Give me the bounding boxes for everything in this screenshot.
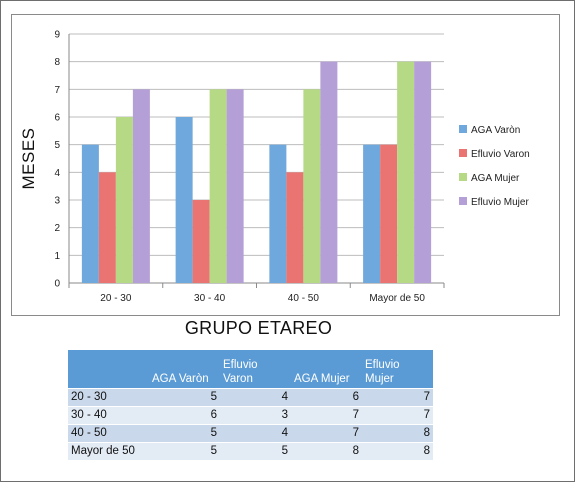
y-tick-label: 3 [54, 196, 60, 207]
legend-swatch [459, 173, 467, 181]
y-tick-label: 6 [54, 113, 60, 124]
table-cell: 40 - 50 [68, 424, 149, 443]
legend-label: AGA Mujer [471, 173, 520, 184]
bar [380, 144, 398, 283]
table-cell: 30 - 40 [68, 406, 149, 425]
table-header-cell: Efluvio Mujer [362, 350, 433, 389]
y-tick-label: 1 [54, 251, 60, 262]
x-tick-label: 30 - 40 [194, 293, 226, 304]
legend-label: Efluvio Varon [471, 149, 530, 160]
legend-label: Efluvio Mujer [471, 197, 529, 208]
table-cell: 5 [149, 388, 220, 407]
x-tick-label: 40 - 50 [288, 293, 320, 304]
table-header-cell: AGA Varòn [149, 350, 220, 389]
table-cell: 20 - 30 [68, 388, 149, 407]
bar [303, 89, 321, 283]
table-cell: 8 [362, 442, 433, 460]
data-table: AGA Varòn Efluvio Varon AGA Mujer Efluvi… [68, 350, 433, 460]
legend-swatch [459, 149, 467, 157]
table-cell: 7 [362, 388, 433, 407]
bar [397, 61, 415, 283]
table-cell: 5 [149, 442, 220, 460]
legend-swatch [459, 125, 467, 133]
y-tick-label: 9 [54, 30, 60, 41]
bar [363, 144, 381, 283]
table-header-cell: Efluvio Varon [220, 350, 291, 389]
table-cell: 6 [291, 388, 362, 407]
bar-chart: 0 1 2 3 4 5 6 7 8 9 20 - 30 30 - 40 40 - 50 Mayor de … [19, 30, 530, 305]
table-header-cell: AGA Mujer [291, 350, 362, 389]
legend-label: AGA Varòn [471, 125, 520, 136]
y-tick-label: 7 [54, 85, 60, 96]
bar [192, 200, 210, 283]
x-axis-title: GRUPO ETAREO [184, 318, 333, 338]
table-cell: 8 [291, 442, 362, 460]
table-cell: 4 [220, 424, 291, 443]
bar [81, 144, 99, 283]
y-tick-label: 5 [54, 140, 60, 151]
table-cell: 7 [291, 406, 362, 425]
table-row: 30 - 40 6 3 7 7 [68, 406, 433, 425]
y-tick-label: 0 [54, 279, 60, 290]
bar [98, 172, 116, 283]
table-header-row: AGA Varòn Efluvio Varon AGA Mujer Efluvi… [68, 350, 433, 389]
bar [115, 117, 133, 283]
y-tick-label: 2 [54, 223, 60, 234]
chart-area: 0 1 2 3 4 5 6 7 8 9 20 - 30 30 - 40 40 - 50 Mayor de … [11, 14, 560, 316]
bar [175, 117, 193, 283]
bar [269, 144, 287, 283]
table-cell: 4 [220, 388, 291, 407]
x-tick-label: Mayor de 50 [369, 293, 425, 304]
table-cell: 7 [362, 406, 433, 425]
table-cell: 5 [220, 442, 291, 460]
table-row: 40 - 50 5 4 7 8 [68, 424, 433, 443]
y-tick-label: 4 [54, 168, 60, 179]
table-header-cell [68, 350, 149, 389]
bar [320, 61, 338, 283]
table-cell: 7 [291, 424, 362, 443]
bar [226, 89, 244, 283]
y-tick-label: 8 [54, 57, 60, 68]
table-row: Mayor de 50 5 5 8 8 [68, 442, 433, 460]
bar [209, 89, 227, 283]
table-cell: 8 [362, 424, 433, 443]
x-tick-label: 20 - 30 [100, 293, 132, 304]
legend-swatch [459, 197, 467, 205]
table-cell: Mayor de 50 [68, 442, 149, 460]
bar [132, 89, 150, 283]
table-row: 20 - 30 5 4 6 7 [68, 388, 433, 407]
table-cell: 5 [149, 424, 220, 443]
table-cell: 3 [220, 406, 291, 425]
table-cell: 6 [149, 406, 220, 425]
y-axis-title: MESES [19, 127, 38, 189]
bar [414, 61, 432, 283]
bar [286, 172, 304, 283]
